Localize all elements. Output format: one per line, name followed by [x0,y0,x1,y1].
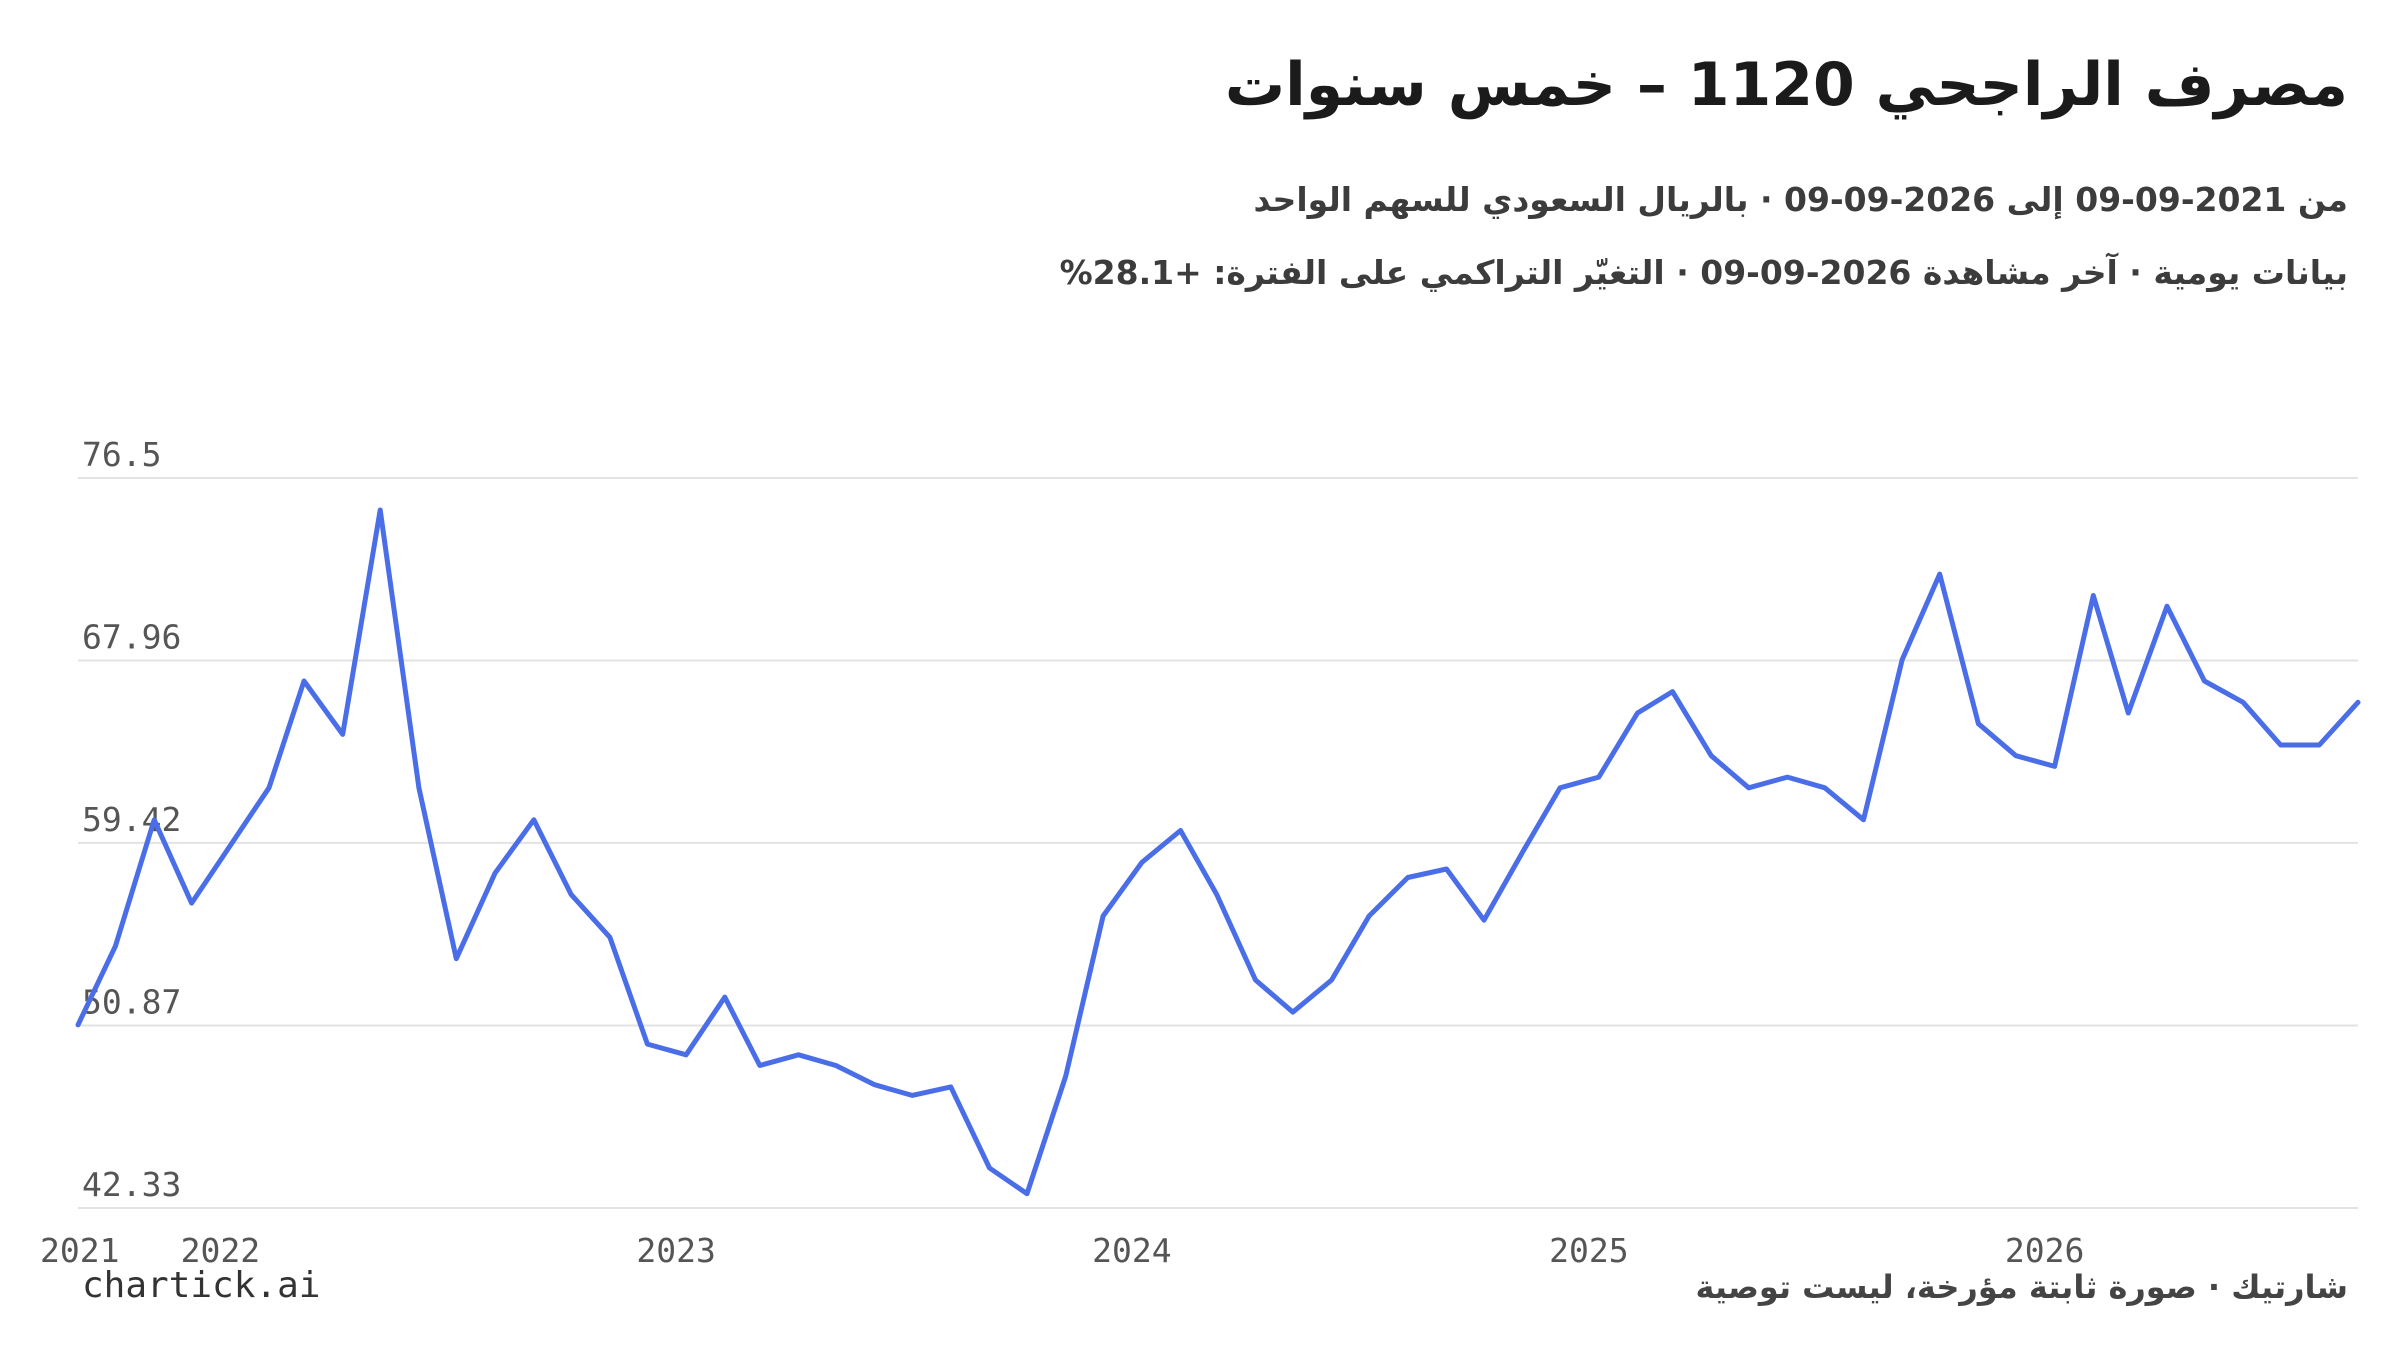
x-tick-label: 2021 [40,1231,119,1270]
y-tick-label: 50.87 [82,983,181,1022]
y-tick-label: 67.96 [82,617,181,656]
y-tick-label: 42.33 [82,1165,181,1204]
chart-subtitle-stats: بيانات يومية · آخر مشاهدة 2026-09-09 · ا… [1059,253,2348,292]
x-axis-labels: 2021 2022 2023 2024 2025 2026 [40,1231,2084,1270]
x-tick-label: 2023 [636,1231,715,1270]
x-tick-label: 2025 [1549,1231,1628,1270]
chart-subtitle-range: من 2021-09-09 إلى 2026-09-09 · بالريال ا… [1253,180,2348,219]
y-tick-label: 76.5 [82,435,161,474]
footer-disclaimer: شارتيك · صورة ثابتة مؤرخة، ليست توصية [1695,1268,2349,1306]
x-tick-label: 2024 [1092,1231,1171,1270]
y-gridlines [78,477,2358,1209]
chart-title: مصرف الراجحي 1120 – خمس سنوات [1224,50,2348,120]
x-tick-label: 2026 [2005,1231,2084,1270]
series-layer [75,507,2361,1197]
brand-logo-text[interactable]: chartick.ai [82,1265,321,1306]
x-tick-label: 2022 [181,1231,260,1270]
y-axis-labels: 76.5 67.96 59.42 50.87 42.33 [82,435,181,1204]
price-series-line [75,507,2361,1197]
y-tick-label: 59.42 [82,800,181,839]
